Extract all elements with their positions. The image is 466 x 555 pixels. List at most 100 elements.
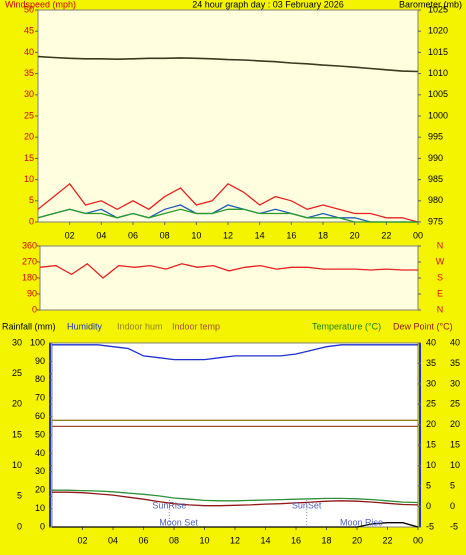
series-line [52,491,419,507]
x-tick-label: 12 [223,230,233,240]
y-tick-label: 1005 [428,89,448,99]
y-tick-label: 0 [450,501,455,511]
y-tick-label: 0 [426,501,431,511]
y-tick-label: S [437,272,443,282]
series-line [52,489,419,504]
header-label: Humidity [67,321,103,331]
y-tick-label: 5 [17,491,22,501]
x-tick-label: 18 [321,535,331,545]
y-tick-label: 15 [24,153,34,163]
y-tick-label: 0 [32,304,37,314]
x-tick-label: 10 [199,535,209,545]
y-tick-label: 1010 [428,68,448,78]
y-tick-label: 0 [29,216,34,226]
y-tick-label: 15 [426,440,436,450]
x-tick-label: 06 [138,535,148,545]
x-tick-label: 08 [169,535,179,545]
y-tick-label: 5 [29,195,34,205]
series-line [39,262,418,279]
header-label: Rainfall (mm) [2,321,56,331]
plot-area [37,9,419,223]
y-tick-label: 40 [24,47,34,57]
y-tick-label: 0 [40,521,45,531]
y-tick-label: 25 [450,399,460,409]
y-tick-label: 1025 [428,4,448,14]
y-tick-label: 10 [12,460,22,470]
y-tick-label: 15 [12,429,22,439]
y-tick-label: 30 [24,89,34,99]
y-tick-label: 60 [35,411,45,421]
plot-area [51,342,419,528]
y-tick-label: 360 [22,240,37,250]
y-tick-label: 0 [17,521,22,531]
x-tick-label: 00 [413,535,423,545]
y-tick-label: 90 [35,356,45,366]
y-tick-label: 270 [22,256,37,266]
y-tick-label: 80 [35,374,45,384]
x-tick-label: 16 [286,230,296,240]
series-line [37,55,419,73]
x-tick-label: 02 [65,230,75,240]
annotation: Moon Set [159,517,198,527]
header-label: Indoor temp [172,321,220,331]
x-tick-label: 16 [291,535,301,545]
x-tick-label: 02 [77,535,87,545]
y-tick-label: 10 [426,460,436,470]
y-tick-label: 5 [450,480,455,490]
y-tick-label: 985 [428,174,443,184]
series-line [37,182,419,223]
y-tick-label: 40 [35,448,45,458]
x-tick-label: 06 [128,230,138,240]
series-line [37,208,418,223]
x-tick-label: 20 [350,230,360,240]
y-tick-label: 25 [12,368,22,378]
y-tick-label: N [437,304,444,314]
annotation: SunSet [292,500,322,510]
y-tick-label: 10 [24,174,34,184]
header-label: Indoor hum [117,321,163,331]
y-tick-label: 40 [450,337,460,347]
header-label: 24 hour graph day : 03 February 2026 [192,0,344,9]
y-tick-label: 35 [24,68,34,78]
y-tick-label: 25 [24,110,34,120]
y-tick-label: 30 [35,466,45,476]
y-tick-label: 10 [35,503,45,513]
series-line [52,522,419,528]
x-tick-label: 22 [382,535,392,545]
y-tick-label: 5 [426,480,431,490]
y-tick-label: 20 [35,485,45,495]
x-tick-label: 08 [160,230,170,240]
y-tick-label: 1015 [428,47,448,57]
x-tick-label: 04 [108,535,118,545]
y-tick-label: 90 [27,288,37,298]
y-tick-label: 1000 [428,110,448,120]
y-tick-label: -5 [450,521,458,531]
y-tick-label: -5 [426,521,434,531]
y-tick-label: 20 [12,399,22,409]
series-line [52,344,418,361]
y-tick-label: 180 [22,272,37,282]
y-tick-label: 30 [450,378,460,388]
y-tick-label: 50 [24,4,34,14]
y-tick-label: 100 [30,337,45,347]
x-tick-label: 14 [260,535,270,545]
x-tick-label: 10 [191,230,201,240]
x-tick-label: 14 [255,230,265,240]
y-tick-label: 70 [35,393,45,403]
y-tick-label: 20 [426,419,436,429]
y-tick-label: 40 [426,337,436,347]
y-tick-label: 20 [24,132,34,142]
header-label: Windspeed (mph) [5,0,76,9]
y-tick-label: 50 [35,429,45,439]
x-tick-label: 20 [352,535,362,545]
y-tick-label: W [436,256,445,266]
y-tick-label: 10 [450,460,460,470]
header-label: Dew Point (°C) [393,321,453,331]
y-tick-label: 975 [428,216,443,226]
annotation: Moon Rise [340,517,383,527]
y-tick-label: 45 [24,26,34,36]
y-tick-label: 980 [428,195,443,205]
y-tick-label: 15 [450,440,460,450]
